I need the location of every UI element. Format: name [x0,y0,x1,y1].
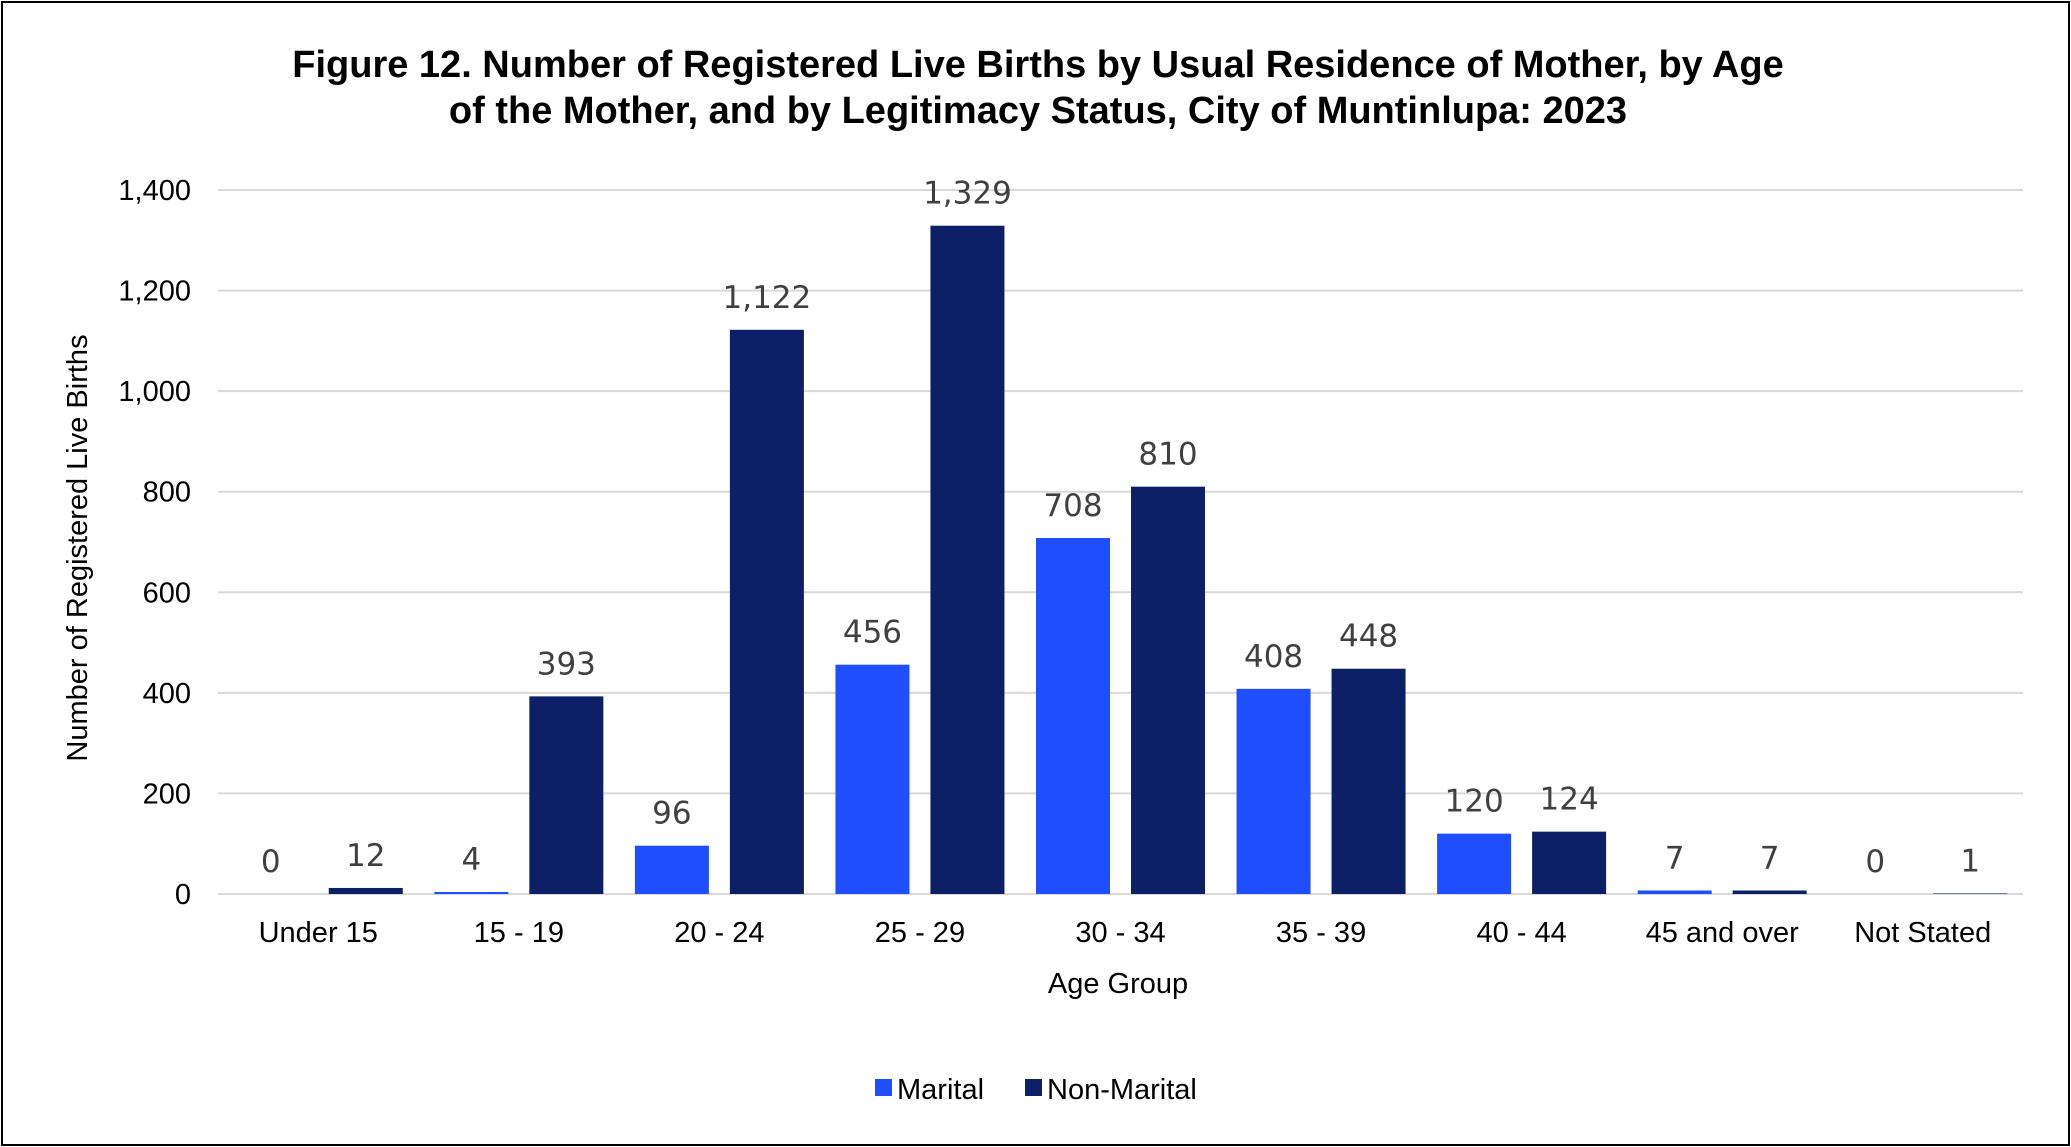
x-axis-label: Age Group [1048,968,1188,1000]
bar-chart: Figure 12. Number of Registered Live Bir… [62,44,2023,1106]
bar-non-marital [529,696,604,894]
data-label-marital: 408 [1244,639,1303,675]
data-label-marital: 4 [461,842,481,878]
data-label-non-marital: 1,122 [723,280,812,316]
y-tick-label: 800 [143,477,191,509]
data-label-marital: 708 [1043,488,1102,524]
data-label-non-marital: 1 [1960,843,1980,879]
data-label-marital: 456 [843,615,902,651]
x-tick-label: Not Stated [1854,917,1991,949]
y-tick-label: 1,400 [118,175,191,207]
x-tick-label: 30 - 34 [1075,917,1165,949]
x-tick-label: 15 - 19 [474,917,564,949]
bar-marital [1236,688,1311,894]
bar-non-marital [930,225,1005,894]
x-axis-ticks: Under 15 15 - 19 20 - 24 25 - 29 30 - 34 35 -… [259,917,1992,949]
legend: Marital Non-Marital [875,1074,1197,1106]
bar-marital [634,845,709,894]
data-label-non-marital: 1,329 [923,176,1012,212]
data-label-marital: 0 [261,844,281,880]
chart-title-line-1: Figure 12. Number of Registered Live Bir… [292,44,1783,86]
y-tick-label: 200 [143,778,191,810]
data-label-marital: 0 [1865,844,1885,880]
legend-swatch-non-marital [1025,1079,1042,1096]
data-label-marital: 96 [652,796,691,832]
bars [328,225,2008,894]
y-tick-label: 400 [143,678,191,710]
data-label-non-marital: 124 [1540,782,1599,818]
bar-marital [434,891,509,894]
y-tick-label: 0 [175,879,191,911]
y-tick-label: 1,200 [118,276,191,308]
x-tick-label: 25 - 29 [875,917,965,949]
legend-swatch-marital [875,1079,892,1096]
y-axis-ticks: 0 200 400 600 800 1,000 1,200 1,400 [118,175,191,911]
data-label-non-marital: 12 [346,838,385,874]
bar-non-marital [328,887,403,894]
data-label-marital: 120 [1445,784,1504,820]
bar-non-marital [1732,890,1807,894]
bar-non-marital [1331,668,1406,894]
y-axis-label: Number of Registered Live Births [62,334,94,761]
data-label-non-marital: 448 [1339,619,1398,655]
data-label-non-marital: 810 [1138,437,1197,473]
x-tick-label: Under 15 [259,917,378,949]
x-tick-label: 45 and over [1646,917,1800,949]
x-tick-label: 40 - 44 [1476,917,1566,949]
bar-non-marital [1131,486,1205,894]
legend-label-non-marital: Non-Marital [1047,1074,1197,1106]
gridlines [218,189,2023,895]
y-tick-label: 600 [143,577,191,609]
legend-label-marital: Marital [897,1074,984,1106]
bar-marital [835,664,910,894]
data-label-non-marital: 7 [1760,840,1780,876]
y-tick-label: 1,000 [118,376,191,408]
bar-marital [1036,537,1110,894]
data-label-marital: 7 [1665,840,1685,876]
bar-non-marital [729,329,804,894]
x-tick-label: 35 - 39 [1276,917,1366,949]
bar-non-marital [1532,831,1607,894]
data-label-non-marital: 393 [537,646,596,682]
bar-marital [1637,890,1712,894]
bar-non-marital [1933,893,2008,894]
bar-marital [1437,833,1512,894]
chart-title-line-2: of the Mother, and by Legitimacy Status,… [449,90,1627,132]
x-tick-label: 20 - 24 [674,917,764,949]
